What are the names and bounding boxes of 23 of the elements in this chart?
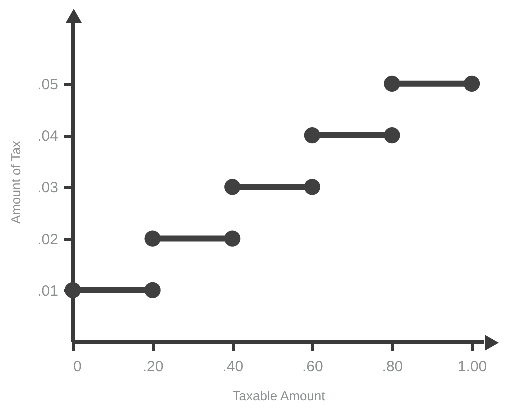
x-tick-label: .60 — [302, 358, 324, 376]
x-tick-label: .40 — [222, 358, 244, 376]
x-tick-label: .80 — [382, 358, 404, 376]
x-tick-label: 0 — [74, 358, 82, 376]
x-axis-title: Taxable Amount — [232, 388, 326, 404]
y-tick-label: .01 — [38, 282, 58, 300]
y-tick-label: .04 — [38, 128, 58, 146]
x-tick-label: .20 — [142, 358, 164, 376]
y-tick-label: .02 — [38, 231, 58, 248]
point — [384, 76, 400, 92]
x-tick-label: 1.00 — [458, 358, 488, 376]
point — [304, 179, 320, 196]
point — [224, 230, 241, 247]
point — [144, 230, 161, 247]
point — [144, 282, 161, 298]
point — [304, 128, 320, 144]
y-axis-title: Amount of Tax — [8, 140, 24, 224]
point — [64, 282, 82, 298]
point — [464, 76, 480, 92]
y-tick-label: .05 — [38, 76, 58, 94]
y-tick-label: .03 — [38, 180, 58, 197]
point — [224, 179, 241, 196]
point — [384, 128, 400, 144]
